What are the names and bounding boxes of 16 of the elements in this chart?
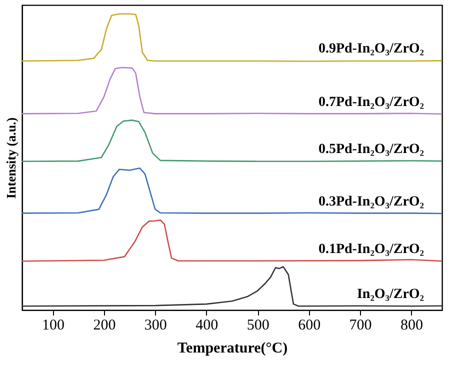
- series-label: 0.1Pd-In₂O₃/ZrO₂: [318, 242, 424, 258]
- y-axis-title: Intensity (a.u.): [4, 117, 18, 199]
- x-axis-title: Temperature(°C): [177, 340, 288, 356]
- series-label: In₂O₃/ZrO₂: [356, 286, 424, 302]
- x-tick-label: 100: [42, 318, 64, 334]
- series-label: 0.9Pd-In₂O₃/ZrO₂: [318, 42, 424, 57]
- x-tick-label: 600: [298, 318, 321, 334]
- series-label: 0.5Pd-In₂O₃/ZrO₂: [318, 142, 424, 158]
- x-tick-label: 800: [400, 318, 424, 334]
- series-label: 0.7Pd-In₂O₃/ZrO₂: [318, 94, 424, 110]
- x-tick-label: 300: [144, 318, 167, 334]
- x-tick-label: 500: [246, 318, 270, 334]
- x-tick-label: 400: [196, 318, 218, 334]
- series-label: 0.3Pd-In₂O₃/ZrO₂: [318, 194, 424, 210]
- x-tick-label: 700: [349, 318, 372, 334]
- x-tick-label: 200: [93, 318, 116, 334]
